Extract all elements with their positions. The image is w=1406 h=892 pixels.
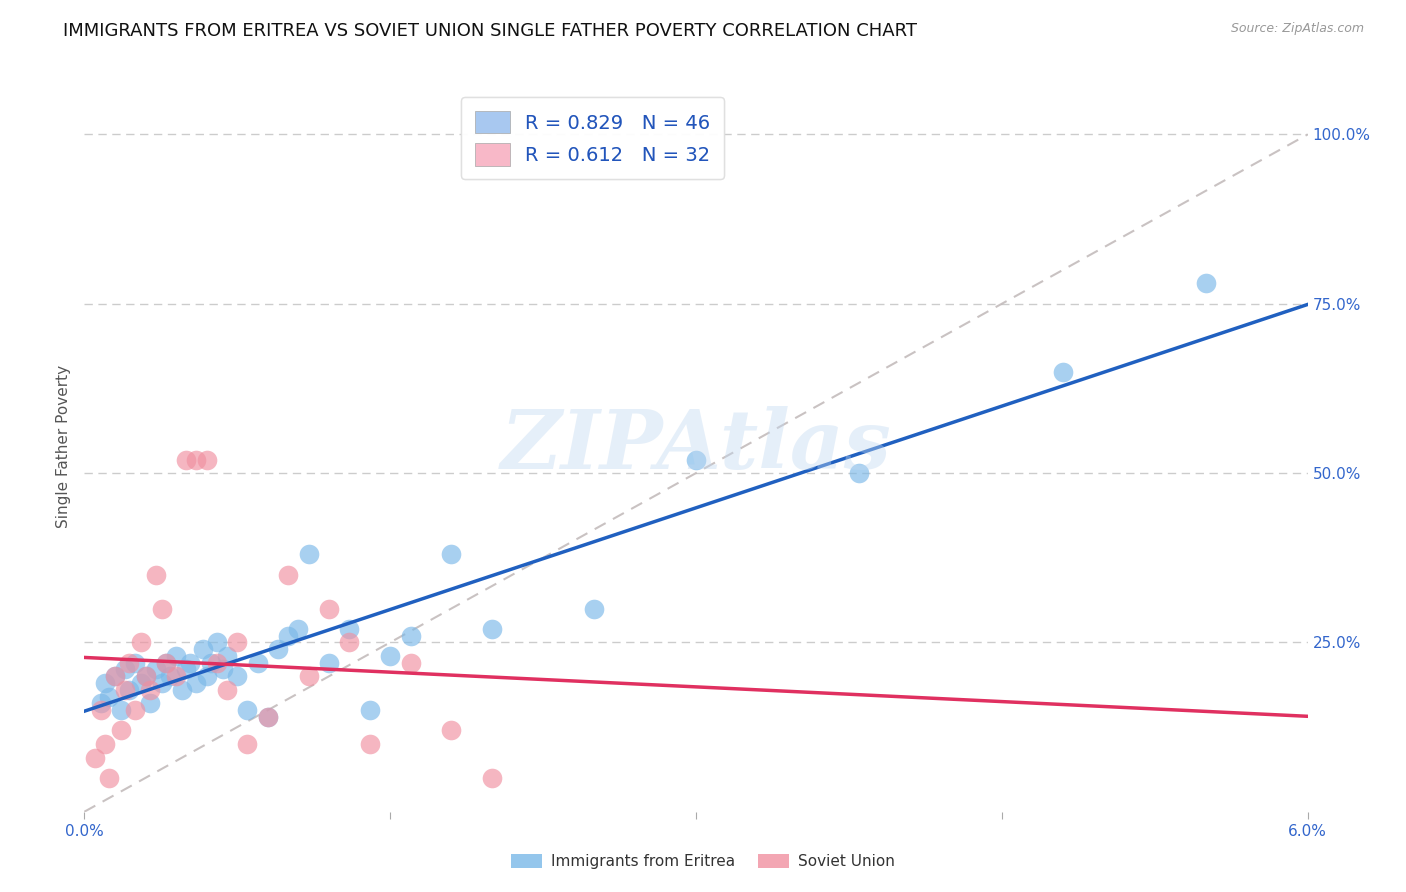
Point	[298, 547, 321, 561]
Point	[138, 682, 160, 697]
Point	[110, 703, 132, 717]
Point	[195, 669, 218, 683]
Point	[90, 697, 112, 711]
Point	[97, 771, 120, 785]
Text: IMMIGRANTS FROM ERITREA VS SOVIET UNION SINGLE FATHER POVERTY CORRELATION CHART: IMMIGRANTS FROM ERITREA VS SOVIET UNION …	[63, 22, 917, 40]
Point	[226, 669, 249, 683]
Point	[145, 567, 167, 582]
Legend: R = 0.829   N = 46, R = 0.612   N = 32: R = 0.829 N = 46, R = 0.612 N = 32	[461, 97, 724, 179]
Point	[135, 669, 157, 683]
Point	[114, 682, 136, 697]
Point	[165, 669, 187, 683]
Point	[217, 682, 239, 697]
Point	[150, 601, 173, 615]
Point	[176, 663, 198, 677]
Point	[131, 635, 153, 649]
Point	[318, 601, 340, 615]
Point	[267, 642, 290, 657]
Point	[257, 710, 280, 724]
Point	[359, 703, 381, 717]
Point	[114, 663, 136, 677]
Point	[318, 656, 340, 670]
Point	[97, 690, 120, 704]
Point	[380, 648, 402, 663]
Point	[131, 676, 153, 690]
Point	[93, 737, 117, 751]
Point	[135, 669, 157, 683]
Text: Source: ZipAtlas.com: Source: ZipAtlas.com	[1230, 22, 1364, 36]
Point	[205, 656, 228, 670]
Point	[155, 656, 177, 670]
Point	[440, 723, 463, 738]
Legend: Immigrants from Eritrea, Soviet Union: Immigrants from Eritrea, Soviet Union	[505, 848, 901, 875]
Point	[1195, 277, 1218, 291]
Point	[277, 567, 299, 582]
Point	[104, 669, 127, 683]
Point	[212, 663, 235, 677]
Point	[195, 452, 218, 467]
Point	[205, 635, 228, 649]
Point	[277, 629, 299, 643]
Point	[481, 622, 503, 636]
Point	[298, 669, 321, 683]
Point	[118, 656, 141, 670]
Point	[246, 656, 269, 670]
Point	[399, 656, 422, 670]
Point	[159, 669, 181, 683]
Point	[186, 452, 208, 467]
Point	[165, 648, 187, 663]
Point	[339, 635, 361, 649]
Point	[1052, 364, 1074, 378]
Point	[124, 703, 146, 717]
Point	[848, 466, 870, 480]
Point	[124, 656, 146, 670]
Point	[226, 635, 249, 649]
Point	[172, 682, 194, 697]
Point	[93, 676, 117, 690]
Point	[257, 710, 280, 724]
Point	[110, 723, 132, 738]
Point	[179, 656, 201, 670]
Point	[104, 669, 127, 683]
Text: ZIPAtlas: ZIPAtlas	[501, 406, 891, 486]
Point	[339, 622, 361, 636]
Point	[440, 547, 463, 561]
Point	[685, 452, 707, 467]
Point	[359, 737, 381, 751]
Point	[186, 676, 208, 690]
Point	[481, 771, 503, 785]
Point	[287, 622, 309, 636]
Point	[90, 703, 112, 717]
Point	[200, 656, 222, 670]
Point	[138, 697, 160, 711]
Point	[399, 629, 422, 643]
Point	[236, 737, 259, 751]
Point	[83, 750, 105, 764]
Point	[176, 452, 198, 467]
Point	[191, 642, 214, 657]
Point	[217, 648, 239, 663]
Point	[583, 601, 606, 615]
Point	[236, 703, 259, 717]
Point	[150, 676, 173, 690]
Point	[145, 663, 167, 677]
Point	[118, 682, 141, 697]
Point	[155, 656, 177, 670]
Y-axis label: Single Father Poverty: Single Father Poverty	[56, 365, 72, 527]
